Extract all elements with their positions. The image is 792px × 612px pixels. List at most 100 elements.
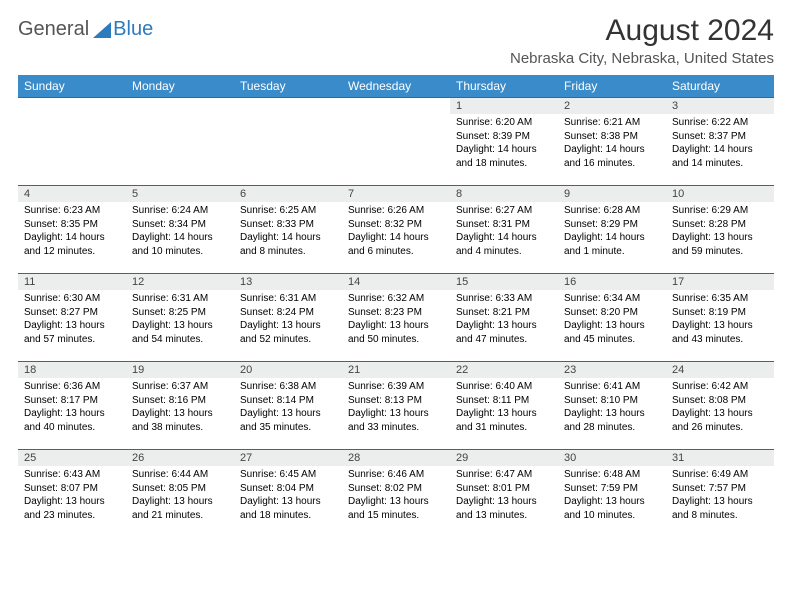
calendar-day-cell: 15Sunrise: 6:33 AMSunset: 8:21 PMDayligh… [450, 274, 558, 362]
sunrise-line: Sunrise: 6:46 AM [348, 468, 444, 482]
weekday-header-row: SundayMondayTuesdayWednesdayThursdayFrid… [18, 75, 774, 98]
weekday-header: Tuesday [234, 75, 342, 98]
weekday-header: Wednesday [342, 75, 450, 98]
day-details: Sunrise: 6:34 AMSunset: 8:20 PMDaylight:… [558, 290, 666, 350]
sunset-line: Sunset: 8:31 PM [456, 218, 552, 232]
calendar-day-cell: 2Sunrise: 6:21 AMSunset: 8:38 PMDaylight… [558, 98, 666, 186]
sunset-line: Sunset: 8:23 PM [348, 306, 444, 320]
daylight-line: Daylight: 13 hours and 10 minutes. [564, 495, 660, 522]
calendar-day-cell: 17Sunrise: 6:35 AMSunset: 8:19 PMDayligh… [666, 274, 774, 362]
daylight-line: Daylight: 13 hours and 33 minutes. [348, 407, 444, 434]
sunrise-line: Sunrise: 6:30 AM [24, 292, 120, 306]
calendar-day-cell: 3Sunrise: 6:22 AMSunset: 8:37 PMDaylight… [666, 98, 774, 186]
sunset-line: Sunset: 8:20 PM [564, 306, 660, 320]
daylight-line: Daylight: 13 hours and 54 minutes. [132, 319, 228, 346]
calendar-week-row: 18 Sunrise: 6:36 AMSunset: 8:17 PM Dayligh… [18, 362, 774, 450]
sunset-line: Sunset: 8:08 PM [672, 394, 768, 408]
calendar-day-cell: . [342, 98, 450, 186]
daylight-line: Daylight: 13 hours and 45 minutes. [564, 319, 660, 346]
calendar-day-cell: 22Sunrise: 6:40 AMSunset: 8:11 PMDayligh… [450, 362, 558, 450]
calendar-day-cell: 27Sunrise: 6:45 AMSunset: 8:04 PMDayligh… [234, 450, 342, 538]
weekday-header: Thursday [450, 75, 558, 98]
sunrise-line: Sunrise: 6:24 AM [132, 204, 228, 218]
daylight-line: Daylight: 13 hours and 26 minutes. [672, 407, 768, 434]
calendar-day-cell: 19Sunrise: 6:37 AMSunset: 8:16 PMDayligh… [126, 362, 234, 450]
day-number: 10 [666, 186, 774, 202]
day-number: 11 [18, 274, 126, 290]
weekday-header: Sunday [18, 75, 126, 98]
sunrise-line: Sunrise: 6:29 AM [672, 204, 768, 218]
sunset-line: Sunset: 8:27 PM [24, 306, 120, 320]
sunrise-line: Sunrise: 6:20 AM [456, 116, 552, 130]
daylight-line: Daylight: 13 hours and 13 minutes. [456, 495, 552, 522]
day-number: 29 [450, 450, 558, 466]
daylight-line: Daylight: 14 hours and 16 minutes. [564, 143, 660, 170]
daylight-line: Daylight: 13 hours and 38 minutes. [132, 407, 228, 434]
sunrise-line: Sunrise: 6:23 AM [24, 204, 120, 218]
calendar-day-cell: 29Sunrise: 6:47 AMSunset: 8:01 PMDayligh… [450, 450, 558, 538]
calendar-day-cell: 20Sunrise: 6:38 AMSunset: 8:14 PMDayligh… [234, 362, 342, 450]
sunrise-line: Sunrise: 6:43 AM [24, 468, 120, 482]
sunrise-line: Sunrise: 6:26 AM [348, 204, 444, 218]
daylight-line: Daylight: 13 hours and 15 minutes. [348, 495, 444, 522]
calendar-day-cell: 10Sunrise: 6:29 AMSunset: 8:28 PMDayligh… [666, 186, 774, 274]
sunset-line: Sunset: 8:04 PM [240, 482, 336, 496]
day-details: Sunrise: 6:26 AMSunset: 8:32 PMDaylight:… [342, 202, 450, 262]
sunset-line: Sunset: 8:17 PM [24, 394, 120, 408]
day-details: Sunrise: 6:42 AMSunset: 8:08 PMDaylight:… [666, 378, 774, 438]
day-details: Sunrise: 6:49 AMSunset: 7:57 PMDaylight:… [666, 466, 774, 526]
calendar-day-cell: 4Sunrise: 6:23 AMSunset: 8:35 PMDaylight… [18, 186, 126, 274]
sunrise-line: Sunrise: 6:22 AM [672, 116, 768, 130]
day-details: Sunrise: 6:47 AMSunset: 8:01 PMDaylight:… [450, 466, 558, 526]
sunset-line: Sunset: 8:24 PM [240, 306, 336, 320]
weekday-header: Saturday [666, 75, 774, 98]
daylight-line: Daylight: 13 hours and 50 minutes. [348, 319, 444, 346]
day-details: Sunrise: 6:31 AMSunset: 8:24 PMDaylight:… [234, 290, 342, 350]
sunset-line: Sunset: 8:39 PM [456, 130, 552, 144]
triangle-icon [93, 22, 111, 38]
day-number: 27 [234, 450, 342, 466]
daylight-line: Daylight: 14 hours and 10 minutes. [132, 231, 228, 258]
sunrise-line: Sunrise: 6:41 AM [564, 380, 660, 394]
day-details: Sunrise: 6:20 AMSunset: 8:39 PMDaylight:… [450, 114, 558, 174]
day-details: Sunrise: 6:48 AMSunset: 7:59 PMDaylight:… [558, 466, 666, 526]
sunrise-line: Sunrise: 6:28 AM [564, 204, 660, 218]
calendar-day-cell: 21Sunrise: 6:39 AMSunset: 8:13 PMDayligh… [342, 362, 450, 450]
daylight-line: Daylight: 13 hours and 43 minutes. [672, 319, 768, 346]
calendar-table: SundayMondayTuesdayWednesdayThursdayFrid… [18, 75, 774, 538]
sunset-line: Sunset: 8:25 PM [132, 306, 228, 320]
sunset-line: Sunset: 8:37 PM [672, 130, 768, 144]
calendar-day-cell: 24Sunrise: 6:42 AMSunset: 8:08 PMDayligh… [666, 362, 774, 450]
calendar-day-cell: . [234, 98, 342, 186]
sunrise-line: Sunrise: 6:36 AM [24, 380, 120, 394]
calendar-day-cell: 18Sunrise: 6:36 AMSunset: 8:17 PMDayligh… [18, 362, 126, 450]
daylight-line: Daylight: 13 hours and 35 minutes. [240, 407, 336, 434]
day-number: 20 [234, 362, 342, 378]
sunset-line: Sunset: 8:01 PM [456, 482, 552, 496]
sunrise-line: Sunrise: 6:38 AM [240, 380, 336, 394]
daylight-line: Daylight: 14 hours and 4 minutes. [456, 231, 552, 258]
day-details: Sunrise: 6:29 AMSunset: 8:28 PMDaylight:… [666, 202, 774, 262]
daylight-line: Daylight: 13 hours and 8 minutes. [672, 495, 768, 522]
calendar-day-cell: 26Sunrise: 6:44 AMSunset: 8:05 PMDayligh… [126, 450, 234, 538]
sunrise-line: Sunrise: 6:31 AM [240, 292, 336, 306]
day-number: 21 [342, 362, 450, 378]
day-details: Sunrise: 6:31 AMSunset: 8:25 PMDaylight:… [126, 290, 234, 350]
weekday-header: Monday [126, 75, 234, 98]
calendar-day-cell: 23Sunrise: 6:41 AMSunset: 8:10 PMDayligh… [558, 362, 666, 450]
day-number: 12 [126, 274, 234, 290]
day-number: 18 [18, 362, 126, 378]
day-details: Sunrise: 6:39 AMSunset: 8:13 PMDaylight:… [342, 378, 450, 438]
calendar-day-cell: 1Sunrise: 6:20 AMSunset: 8:39 PMDaylight… [450, 98, 558, 186]
day-details: Sunrise: 6:24 AMSunset: 8:34 PMDaylight:… [126, 202, 234, 262]
daylight-line: Daylight: 13 hours and 52 minutes. [240, 319, 336, 346]
day-details: Sunrise: 6:44 AMSunset: 8:05 PMDaylight:… [126, 466, 234, 526]
sunset-line: Sunset: 7:59 PM [564, 482, 660, 496]
weekday-header: Friday [558, 75, 666, 98]
sunrise-line: Sunrise: 6:21 AM [564, 116, 660, 130]
day-number: 16 [558, 274, 666, 290]
day-number: 19 [126, 362, 234, 378]
day-details: Sunrise: 6:30 AMSunset: 8:27 PMDaylight:… [18, 290, 126, 350]
calendar-body: ....1Sunrise: 6:20 AMSunset: 8:39 PMDayl… [18, 98, 774, 538]
daylight-line: Daylight: 13 hours and 28 minutes. [564, 407, 660, 434]
